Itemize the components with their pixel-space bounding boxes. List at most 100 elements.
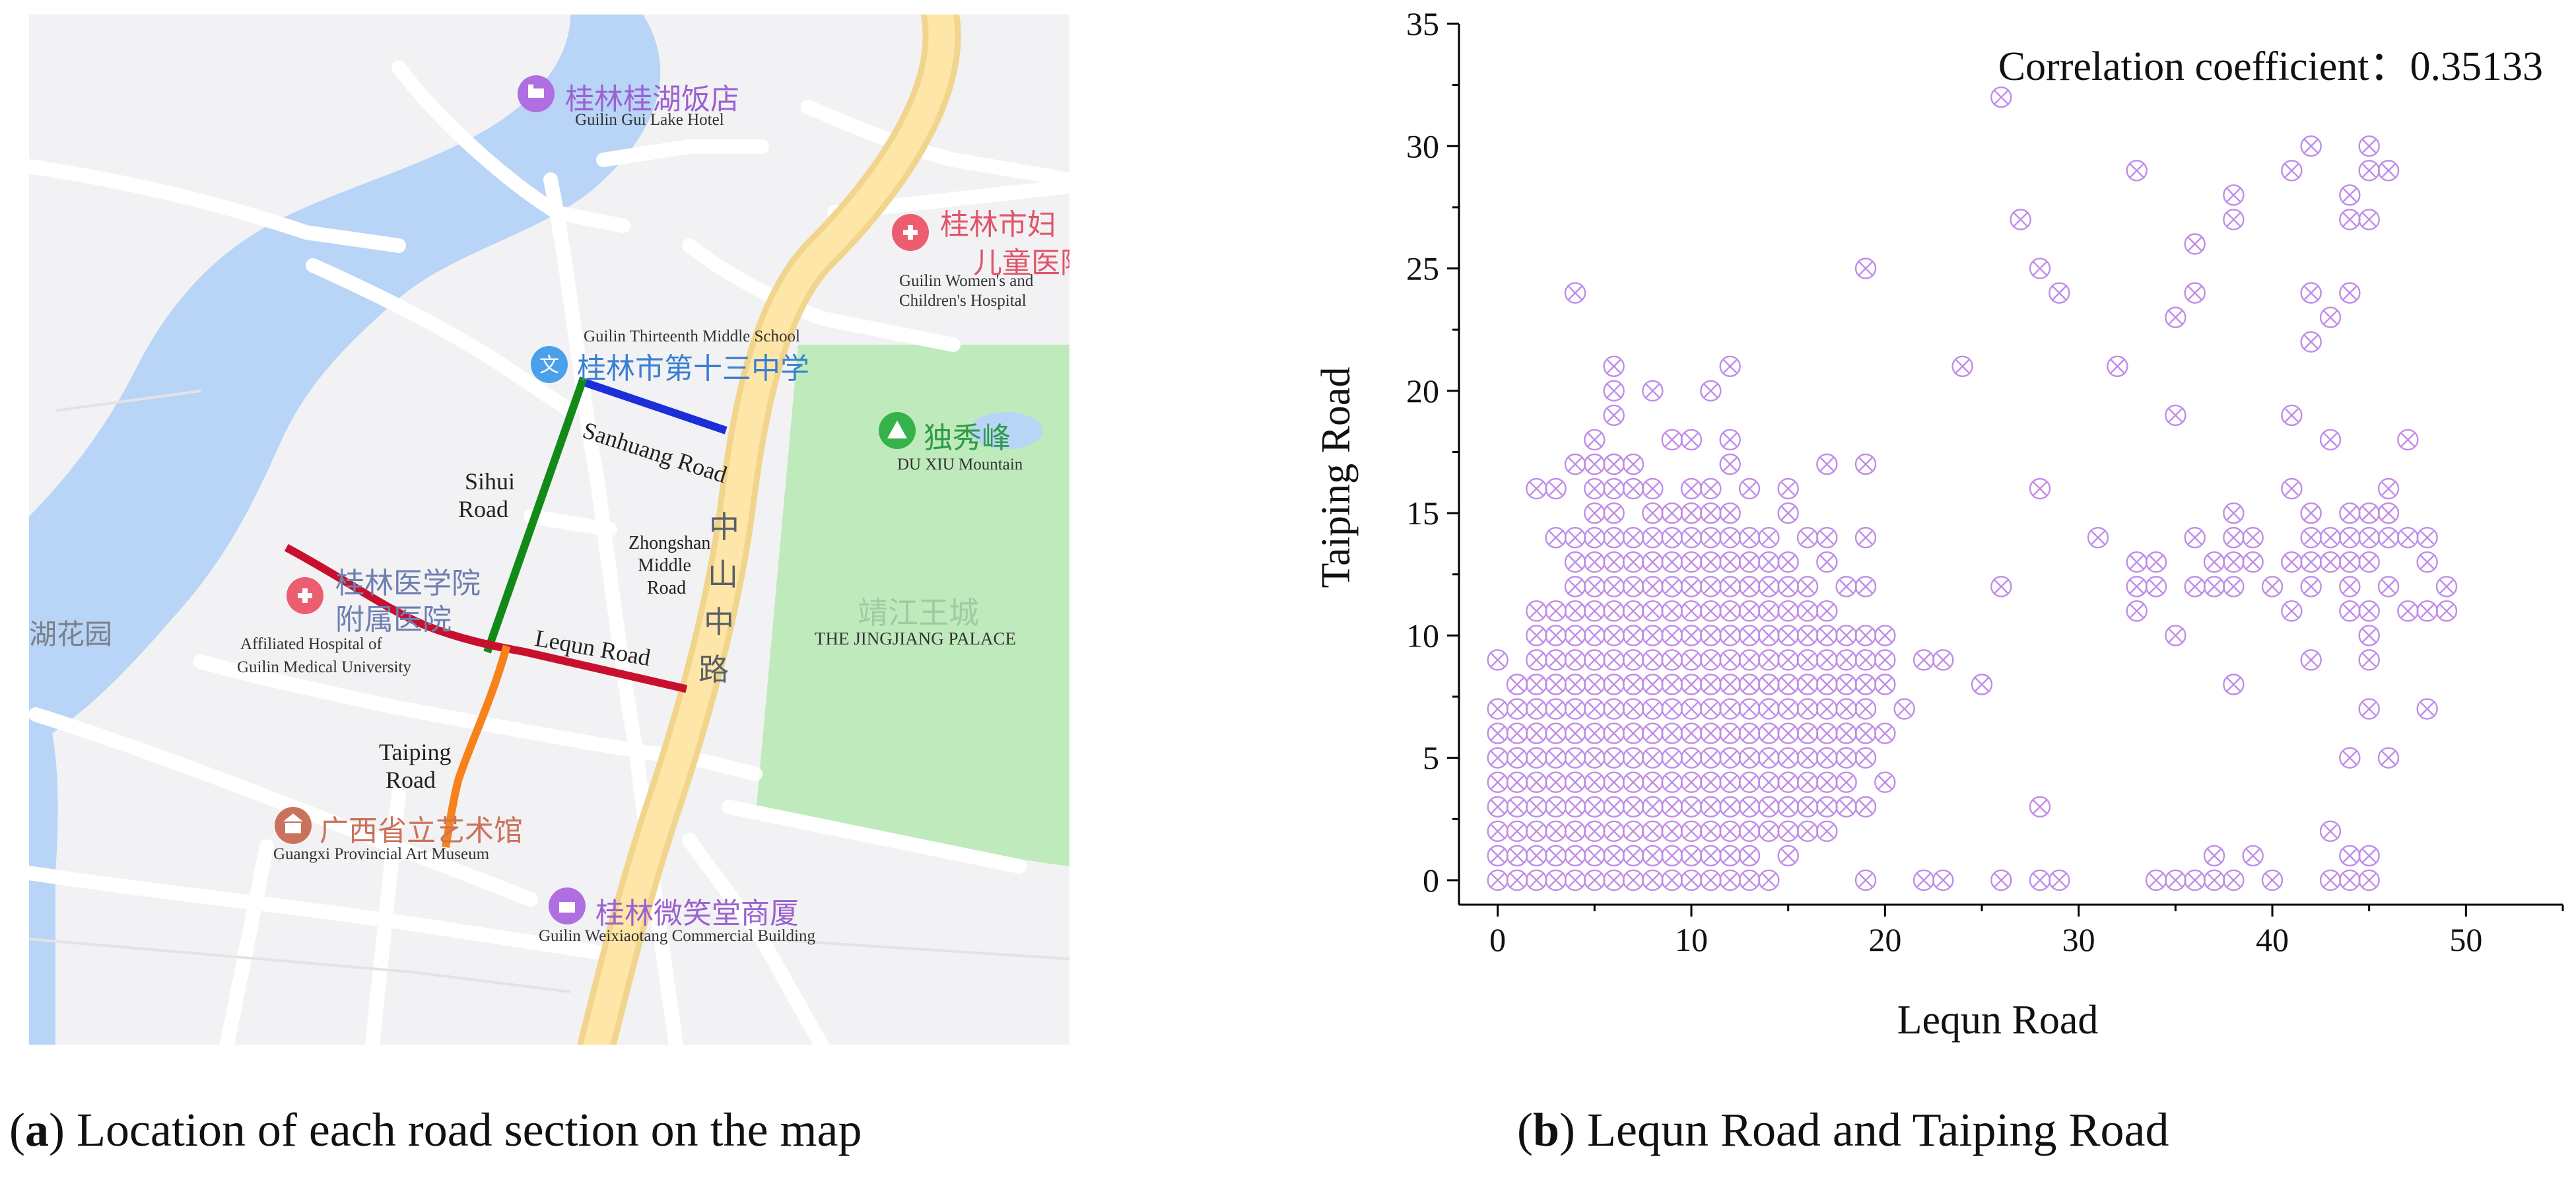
data-point bbox=[2029, 869, 2051, 891]
data-point bbox=[1854, 453, 1877, 475]
data-point bbox=[1545, 820, 1567, 843]
data-point bbox=[1758, 796, 1780, 817]
data-point bbox=[1526, 771, 1547, 793]
data-point bbox=[1719, 600, 1741, 622]
data-point bbox=[1526, 722, 1547, 744]
data-point bbox=[1661, 600, 1683, 622]
data-point bbox=[1661, 722, 1683, 744]
x-tick-label: 30 bbox=[2062, 921, 2095, 958]
data-point bbox=[2300, 331, 2322, 353]
data-point bbox=[1854, 722, 1877, 744]
data-point bbox=[1622, 625, 1644, 646]
data-point bbox=[1526, 845, 1547, 867]
data-point bbox=[2358, 502, 2380, 524]
data-point bbox=[1622, 600, 1644, 622]
data-point bbox=[1680, 625, 1703, 646]
data-point bbox=[1642, 477, 1664, 500]
data-point bbox=[1932, 869, 1954, 891]
data-point bbox=[1661, 429, 1683, 451]
zhongshan-cn-1: 中 bbox=[709, 509, 739, 545]
data-point bbox=[1680, 576, 1703, 598]
data-point bbox=[1835, 747, 1857, 769]
data-point bbox=[2300, 551, 2322, 573]
data-point bbox=[1835, 649, 1857, 671]
y-tick-label: 30 bbox=[1406, 127, 1439, 164]
data-point bbox=[1758, 820, 1780, 843]
data-point bbox=[1816, 453, 1838, 475]
palace-park bbox=[755, 345, 1069, 866]
data-point bbox=[1564, 625, 1586, 646]
data-point bbox=[1680, 477, 1703, 500]
data-point bbox=[2319, 551, 2342, 573]
data-point bbox=[1816, 722, 1838, 744]
data-point bbox=[1854, 747, 1877, 769]
data-point bbox=[2223, 576, 2245, 598]
data-point bbox=[1874, 674, 1896, 695]
data-point bbox=[1680, 747, 1703, 769]
data-point bbox=[1700, 576, 1722, 598]
data-point bbox=[2281, 404, 2303, 427]
data-point bbox=[1545, 796, 1567, 817]
data-point bbox=[1816, 526, 1838, 549]
data-point bbox=[2435, 576, 2458, 598]
mall-icon bbox=[549, 887, 586, 924]
data-point bbox=[2029, 477, 2051, 500]
data-point bbox=[1913, 869, 1935, 891]
data-point bbox=[1506, 747, 1528, 769]
data-point bbox=[2126, 160, 2148, 182]
data-point bbox=[1796, 674, 1819, 695]
data-point bbox=[1777, 674, 1799, 695]
data-point bbox=[1603, 820, 1625, 843]
data-point bbox=[2339, 526, 2361, 549]
data-point bbox=[1719, 526, 1741, 549]
medhosp-label-en2: Guilin Medical University bbox=[237, 658, 411, 676]
data-point bbox=[1661, 576, 1683, 598]
data-point bbox=[1719, 649, 1741, 671]
duxiu-label-cn: 独秀峰 bbox=[924, 421, 1011, 455]
zhongshan-middle-label-2: Middle bbox=[638, 555, 691, 576]
caption-b-text: Lequn Road and Taiping Road bbox=[1575, 1103, 2169, 1156]
data-point bbox=[2010, 209, 2031, 230]
museum-icon bbox=[275, 807, 312, 844]
data-point bbox=[2184, 869, 2206, 891]
data-point bbox=[1584, 429, 1606, 451]
data-point bbox=[1622, 771, 1644, 793]
data-point bbox=[1777, 649, 1799, 671]
data-point bbox=[2126, 576, 2148, 598]
data-point bbox=[2184, 526, 2206, 549]
data-point bbox=[1700, 698, 1722, 720]
data-point bbox=[1584, 625, 1606, 646]
data-point bbox=[1777, 722, 1799, 744]
data-point bbox=[1564, 698, 1586, 720]
chart-text: 0 10 20 30 40 50 0 5 10 15 20 25 30 35 Lequn Road Taipi… bbox=[1314, 5, 2543, 1043]
data-point bbox=[1545, 722, 1567, 744]
data-point bbox=[2358, 625, 2380, 646]
data-point bbox=[2126, 600, 2148, 622]
medhosp-label-cn2: 附属医院 bbox=[335, 603, 452, 637]
zhongshan-middle-label-3: Road bbox=[647, 578, 687, 598]
data-point bbox=[2339, 551, 2361, 573]
data-point bbox=[1487, 722, 1508, 744]
data-point bbox=[1700, 820, 1722, 843]
data-point bbox=[1758, 722, 1780, 744]
data-point bbox=[1738, 576, 1761, 598]
zhongshan-cn-2: 山 bbox=[708, 557, 738, 592]
data-point bbox=[2049, 282, 2070, 304]
data-point bbox=[1603, 502, 1625, 524]
data-point bbox=[1642, 747, 1664, 769]
data-point bbox=[2049, 869, 2070, 891]
data-point bbox=[1603, 625, 1625, 646]
data-point bbox=[2184, 576, 2206, 598]
data-point bbox=[1700, 845, 1722, 867]
data-point bbox=[1584, 722, 1606, 744]
taiping-road-label-2: Road bbox=[386, 767, 436, 793]
data-point bbox=[1758, 600, 1780, 622]
data-point bbox=[1487, 796, 1508, 817]
data-point bbox=[1816, 796, 1838, 817]
data-point bbox=[1487, 771, 1508, 793]
data-point bbox=[2242, 845, 2264, 867]
data-point bbox=[1603, 796, 1625, 817]
data-point bbox=[1758, 771, 1780, 793]
data-point bbox=[1816, 698, 1838, 720]
data-point bbox=[1584, 551, 1606, 573]
